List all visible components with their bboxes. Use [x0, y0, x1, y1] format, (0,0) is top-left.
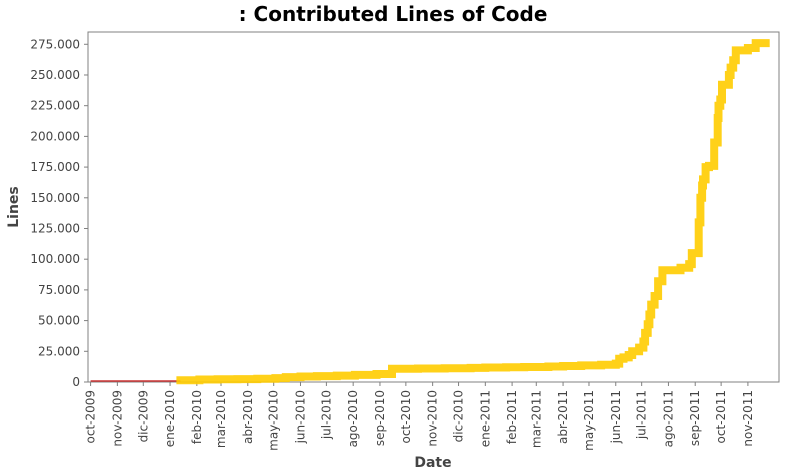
x-tick-label: ene-2010	[163, 390, 177, 447]
y-tick-label: 250.000	[30, 68, 80, 82]
y-tick-label: 200.000	[30, 129, 80, 143]
x-tick-label: may-2010	[267, 390, 281, 451]
x-tick-label: dic-2010	[452, 390, 466, 442]
x-tick-label: mar-2011	[529, 390, 543, 448]
series-line-contributed-lines	[176, 39, 770, 385]
y-axis-label: Lines	[6, 186, 22, 228]
x-tick-label: oct-2009	[84, 390, 98, 444]
x-tick-label: nov-2009	[110, 390, 124, 447]
x-axis-label: Date	[414, 455, 451, 471]
x-tick-label: ene-2011	[478, 390, 492, 447]
y-axis: 0 25.000 50.000 75.000 100.000 125.000 150.000…	[30, 37, 88, 389]
x-tick-label: ago-2010	[346, 390, 360, 447]
x-tick-label: abr-2010	[241, 390, 255, 444]
x-tick-label: abr-2011	[556, 390, 570, 444]
x-tick-label: jul-2010	[319, 390, 333, 440]
y-tick-label: 150.000	[30, 191, 80, 205]
x-tick-label: jun-2010	[293, 390, 307, 444]
y-tick-label: 25.000	[38, 344, 80, 358]
x-axis: oct-2009 nov-2009 dic-2009 ene-2010 feb-2010…	[84, 382, 755, 451]
x-tick-label: feb-2010	[190, 390, 204, 444]
x-tick-label: may-2011	[582, 390, 596, 451]
x-tick-label: sep-2011	[688, 390, 702, 446]
x-tick-label: jun-2011	[609, 390, 623, 444]
y-tick-label: 100.000	[30, 252, 80, 266]
chart-title: : Contributed Lines of Code	[239, 2, 548, 26]
x-tick-label: feb-2011	[505, 390, 519, 444]
x-tick-label: dic-2009	[136, 390, 150, 442]
y-tick-label: 175.000	[30, 160, 80, 174]
y-tick-label: 275.000	[30, 37, 80, 51]
x-tick-label: oct-2010	[399, 390, 413, 444]
y-tick-label: 125.000	[30, 221, 80, 235]
x-tick-label: sep-2010	[373, 390, 387, 446]
y-tick-label: 0	[72, 375, 80, 389]
x-tick-label: nov-2010	[426, 390, 440, 447]
plot-area	[87, 31, 780, 383]
x-tick-label: nov-2011	[741, 390, 755, 447]
y-tick-label: 50.000	[38, 314, 80, 328]
x-tick-label: mar-2010	[214, 390, 228, 448]
y-tick-label: 75.000	[38, 283, 80, 297]
x-tick-label: jul-2011	[635, 390, 649, 440]
x-tick-label: ago-2011	[661, 390, 675, 447]
x-tick-label: oct-2011	[714, 390, 728, 444]
y-tick-label: 225.000	[30, 99, 80, 113]
